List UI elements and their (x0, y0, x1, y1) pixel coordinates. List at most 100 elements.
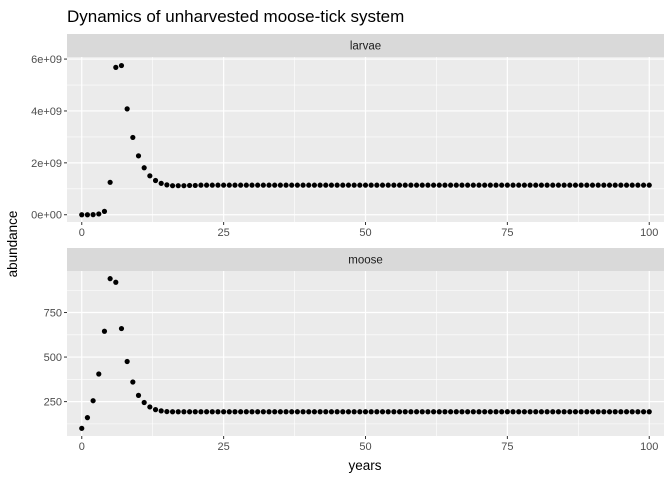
data-point-larvae (107, 179, 113, 185)
data-point-moose (283, 409, 289, 415)
data-point-larvae (635, 182, 641, 188)
data-point-larvae (226, 182, 232, 188)
data-point-moose (294, 409, 301, 415)
x-tick-label: 100 (640, 441, 658, 453)
data-point-moose (646, 409, 652, 415)
data-point-moose (175, 409, 181, 415)
data-point-larvae (357, 182, 363, 188)
y-tick-label: 0e+00 (31, 210, 62, 222)
data-point-moose (578, 409, 584, 415)
data-point-moose (618, 409, 624, 415)
data-point-larvae (470, 182, 476, 188)
facet-strip-moose (67, 248, 664, 271)
data-point-moose (465, 409, 471, 415)
data-point-larvae (402, 182, 408, 188)
data-point-moose (226, 409, 232, 415)
data-point-larvae (147, 173, 153, 179)
data-point-moose (612, 409, 618, 415)
data-point-moose (453, 409, 459, 415)
data-point-larvae (550, 182, 556, 188)
data-point-larvae (260, 182, 266, 188)
data-point-moose (277, 409, 283, 415)
data-point-larvae (340, 182, 346, 188)
data-point-moose (340, 409, 346, 415)
data-point-larvae (164, 182, 170, 188)
data-point-moose (504, 409, 510, 415)
data-point-larvae (118, 62, 125, 69)
y-axis-title: abundance (5, 211, 20, 278)
data-point-moose (169, 409, 176, 415)
data-point-larvae (272, 182, 278, 188)
y-tick-label: 4e+09 (31, 106, 62, 118)
x-tick-label: 75 (501, 441, 513, 453)
data-point-moose (629, 409, 635, 415)
data-point-moose (516, 409, 522, 415)
data-point-moose (419, 409, 425, 415)
data-point-moose (345, 409, 352, 415)
data-point-larvae (283, 182, 289, 188)
data-point-moose (118, 325, 125, 332)
data-point-moose (101, 328, 108, 334)
data-point-larvae (476, 182, 482, 188)
data-point-larvae (646, 182, 652, 188)
data-point-larvae (629, 182, 635, 188)
data-point-larvae (345, 182, 352, 188)
data-point-moose (249, 409, 255, 415)
data-point-moose (601, 409, 607, 415)
data-point-moose (533, 409, 539, 415)
data-point-larvae (317, 182, 323, 188)
data-point-larvae (323, 182, 329, 188)
data-point-larvae (192, 182, 198, 189)
data-point-moose (357, 409, 363, 415)
data-point-moose (334, 409, 340, 415)
data-point-moose (572, 409, 579, 415)
data-point-larvae (606, 182, 613, 188)
data-point-larvae (544, 182, 550, 188)
data-point-larvae (538, 182, 545, 188)
data-point-moose (84, 415, 91, 421)
y-tick-label: 500 (44, 352, 62, 364)
data-point-larvae (379, 182, 386, 188)
data-point-larvae (294, 182, 301, 188)
data-point-larvae (266, 182, 272, 188)
data-point-moose (204, 409, 210, 415)
data-point-larvae (130, 134, 136, 141)
data-point-larvae (96, 211, 102, 217)
chart-title: Dynamics of unharvested moose-tick syste… (67, 7, 404, 26)
data-point-larvae (90, 212, 96, 218)
data-point-moose (482, 409, 488, 415)
data-point-moose (595, 409, 601, 415)
data-point-larvae (84, 212, 91, 218)
data-point-larvae (595, 182, 601, 188)
data-point-moose (499, 409, 505, 415)
y-tick-label: 250 (44, 397, 62, 409)
data-point-moose (141, 399, 147, 406)
data-point-larvae (255, 182, 261, 188)
data-point-moose (640, 409, 647, 415)
data-point-larvae (612, 182, 618, 188)
data-point-larvae (249, 182, 255, 188)
data-point-larvae (289, 182, 295, 188)
data-point-larvae (584, 182, 590, 188)
data-point-larvae (533, 182, 539, 188)
data-point-larvae (124, 106, 130, 112)
data-point-larvae (465, 182, 471, 188)
data-point-moose (238, 409, 244, 415)
data-point-larvae (487, 182, 493, 188)
data-point-larvae (175, 183, 181, 189)
data-point-larvae (453, 182, 459, 188)
x-axis-title: years (348, 458, 381, 473)
data-point-moose (164, 408, 170, 415)
data-point-moose (328, 409, 335, 415)
data-point-moose (567, 409, 573, 415)
data-point-larvae (442, 182, 448, 188)
data-point-larvae (601, 182, 607, 188)
data-point-moose (113, 279, 119, 285)
data-point-moose (584, 409, 590, 415)
data-point-moose (538, 409, 545, 415)
data-point-larvae (430, 182, 437, 188)
data-point-larvae (527, 182, 533, 188)
y-tick-label: 750 (44, 308, 62, 320)
data-point-larvae (204, 182, 210, 188)
x-tick-label: 25 (218, 227, 230, 239)
